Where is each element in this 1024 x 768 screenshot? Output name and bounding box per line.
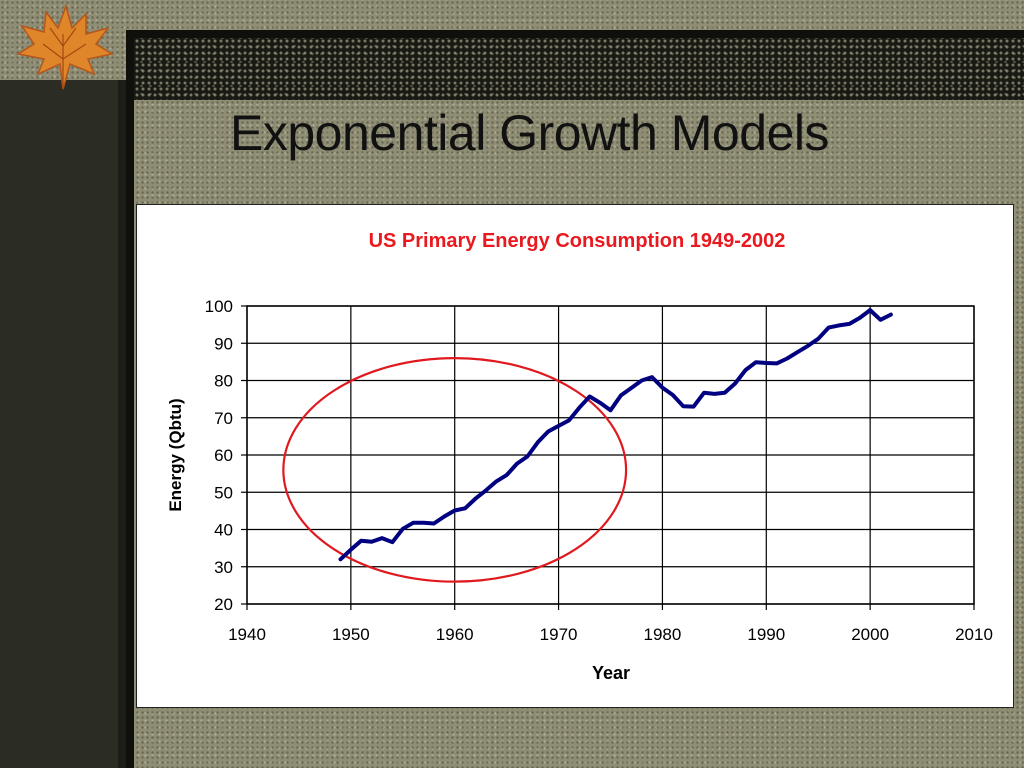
highlight-ellipse bbox=[282, 357, 628, 583]
x-tick-label: 1980 bbox=[644, 625, 682, 644]
x-tick-label: 1950 bbox=[332, 625, 370, 644]
chart-container: US Primary Energy Consumption 1949-2002 … bbox=[136, 204, 1014, 708]
x-axis-label: Year bbox=[592, 663, 630, 683]
y-axis-label: Energy (Qbtu) bbox=[166, 398, 185, 511]
y-tick-label: 50 bbox=[214, 483, 233, 502]
decorative-dark-band bbox=[134, 38, 1024, 100]
slide-title: Exponential Growth Models bbox=[230, 105, 829, 161]
x-tick-label: 2000 bbox=[851, 625, 889, 644]
x-tick-label: 1940 bbox=[228, 625, 266, 644]
y-tick-label: 80 bbox=[214, 372, 233, 391]
x-tick-label: 2010 bbox=[955, 625, 993, 644]
series-layer bbox=[338, 308, 893, 562]
x-tick-label: 1990 bbox=[747, 625, 785, 644]
y-tick-label: 70 bbox=[214, 409, 233, 428]
left-sidebar-shadow bbox=[118, 80, 126, 768]
series-line bbox=[338, 308, 893, 562]
annotation-layer bbox=[282, 357, 628, 583]
x-tick-label: 1970 bbox=[540, 625, 578, 644]
autumn-leaf-icon bbox=[15, 4, 114, 90]
x-tick-label: 1960 bbox=[436, 625, 474, 644]
grid-lines bbox=[246, 305, 975, 605]
top-frame-line bbox=[126, 30, 1024, 38]
energy-line-chart: US Primary Energy Consumption 1949-2002 … bbox=[166, 230, 993, 683]
y-tick-label: 100 bbox=[205, 297, 233, 316]
left-sidebar-bar bbox=[0, 80, 125, 768]
axis-ticks: 20 30 40 50 60 70 80 90 100 1940 1950 1960 1970 1980 1… bbox=[205, 297, 993, 644]
y-tick-label: 60 bbox=[214, 446, 233, 465]
side-frame-line bbox=[126, 30, 134, 768]
y-tick-label: 30 bbox=[214, 558, 233, 577]
y-tick-label: 90 bbox=[214, 334, 233, 353]
y-tick-label: 20 bbox=[214, 595, 233, 614]
y-tick-label: 40 bbox=[214, 521, 233, 540]
chart-title: US Primary Energy Consumption 1949-2002 bbox=[369, 230, 786, 252]
